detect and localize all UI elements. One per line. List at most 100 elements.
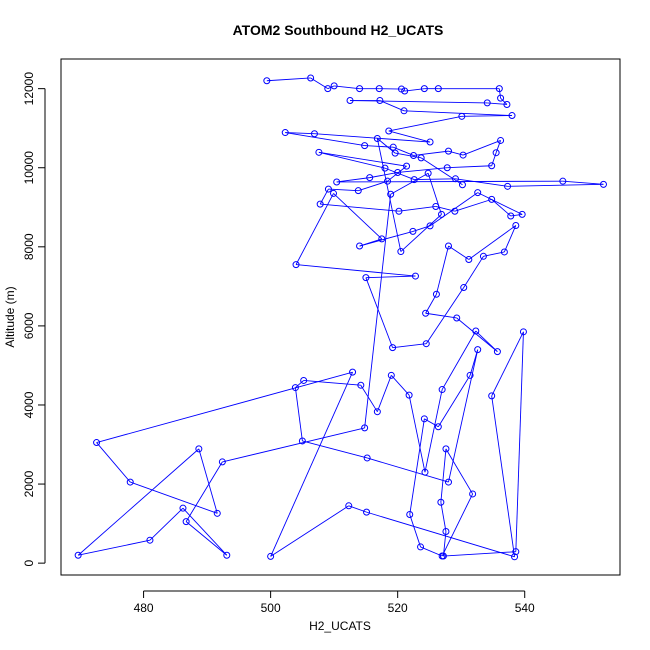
series-lines	[77, 77, 604, 558]
series-line-segment	[424, 389, 443, 473]
series-line-segment	[366, 511, 515, 558]
data-point	[410, 151, 418, 159]
data-point	[74, 551, 82, 559]
series-line-segment	[409, 418, 425, 515]
data-point	[417, 154, 425, 162]
series-line-segment	[285, 132, 315, 135]
y-tick-label: 12000	[22, 72, 36, 106]
series-line-segment	[185, 461, 223, 522]
series-line-segment	[477, 192, 523, 215]
data-point	[442, 445, 450, 453]
data-point	[405, 391, 413, 399]
data-point	[362, 274, 370, 282]
series-line-segment	[398, 206, 436, 212]
series-line-segment	[491, 331, 524, 397]
data-point	[182, 518, 190, 526]
series-line-segment	[266, 77, 311, 82]
data-point	[406, 511, 414, 519]
data-point	[434, 423, 442, 431]
series-line-segment	[463, 256, 484, 288]
series-line-segment	[96, 371, 353, 443]
data-point	[354, 187, 362, 195]
data-point	[458, 181, 466, 189]
series-line-segment	[294, 387, 303, 442]
series-line-segment	[395, 152, 422, 159]
series-line-segment	[393, 146, 414, 156]
data-point	[439, 552, 447, 560]
series-line-segment	[409, 514, 421, 548]
data-point	[458, 112, 466, 120]
series-line-segment	[468, 225, 517, 260]
data-point	[345, 502, 353, 510]
data-point	[504, 182, 512, 190]
series-line-segment	[437, 375, 471, 427]
series-line-segment	[440, 448, 447, 503]
series-line-segment	[336, 177, 370, 183]
data-point	[373, 408, 381, 416]
series-line-segment	[182, 507, 228, 556]
series-line-segment	[562, 180, 604, 185]
series-line-segment	[367, 457, 449, 483]
data-point	[432, 202, 440, 210]
series-line-segment	[420, 157, 463, 186]
data-point	[361, 424, 369, 432]
series-line-segment	[441, 493, 474, 557]
data-point	[474, 189, 482, 197]
series-line-segment	[425, 294, 437, 314]
series-line-segment	[510, 213, 523, 217]
series-line-segment	[491, 395, 515, 557]
data-point	[387, 371, 395, 379]
data-point	[474, 346, 482, 354]
data-point	[460, 284, 468, 292]
data-point	[438, 386, 446, 394]
data-point	[493, 348, 501, 356]
data-point	[376, 97, 384, 105]
series-line-segment	[318, 151, 386, 169]
series-line-segment	[285, 132, 365, 147]
series-line-segment	[440, 502, 447, 532]
series-line-segment	[149, 507, 184, 541]
plot-frame	[60, 58, 621, 576]
series-line-segment	[384, 167, 415, 181]
series-line-segment	[376, 375, 392, 412]
series-line-segment	[334, 85, 360, 90]
data-point	[503, 100, 511, 108]
data-point	[512, 548, 520, 556]
chart-title: ATOM2 Southbound H2_UCATS	[233, 22, 444, 38]
data-point	[497, 94, 505, 102]
data-point	[424, 169, 432, 177]
series-line-segment	[390, 375, 410, 396]
series-line-segment	[270, 505, 350, 557]
series-line-segment	[222, 427, 365, 463]
series-line-segment	[320, 203, 399, 212]
data-point	[472, 327, 480, 335]
data-point	[511, 553, 519, 561]
data-point	[451, 207, 459, 215]
y-tick-label: 4000	[22, 391, 36, 418]
series-line-segment	[500, 97, 508, 105]
data-point	[559, 177, 567, 185]
series-line-segment	[413, 150, 449, 156]
series-line-segment	[359, 238, 382, 247]
data-point	[179, 504, 187, 512]
series-line-segment	[365, 275, 416, 279]
data-point	[356, 242, 364, 250]
series-line-segment	[462, 140, 501, 156]
data-point	[444, 242, 452, 250]
data-point	[316, 200, 324, 208]
series-line-segment	[425, 312, 457, 319]
data-point	[375, 85, 383, 93]
series-line-segment	[447, 165, 492, 169]
series-line-segment	[318, 151, 407, 167]
series-line-segment	[456, 317, 498, 352]
data-point	[432, 290, 440, 298]
data-point	[420, 415, 428, 423]
series-line-segment	[388, 115, 462, 132]
data-point	[434, 85, 442, 93]
data-point	[492, 149, 500, 157]
data-point	[488, 162, 496, 170]
series-line-segment	[78, 539, 151, 556]
y-tick-label: 0	[22, 559, 36, 566]
y-axis: 0 2000 4000 6000 8000 10000 12000	[22, 72, 46, 566]
